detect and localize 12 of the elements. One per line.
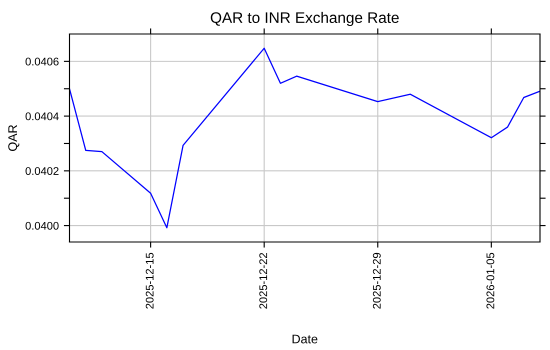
x-tick-label: 2025-12-22 (259, 252, 268, 309)
y-tick-label: 0.0406 (26, 58, 59, 66)
chart-title: QAR to INR Exchange Rate (210, 12, 399, 26)
x-tick-label: 2025-12-15 (146, 252, 154, 309)
y-axis-title: QAR (8, 125, 20, 151)
line-series (70, 48, 540, 228)
x-tick-label: 2025-12-29 (372, 252, 381, 309)
x-axis-title: Date (292, 334, 318, 344)
y-tick-label: 0.0400 (26, 222, 59, 230)
y-tick-label: 0.0404 (26, 112, 59, 120)
y-tick-label: 0.0402 (26, 167, 59, 175)
x-tick-label: 2026-01-05 (486, 252, 494, 309)
